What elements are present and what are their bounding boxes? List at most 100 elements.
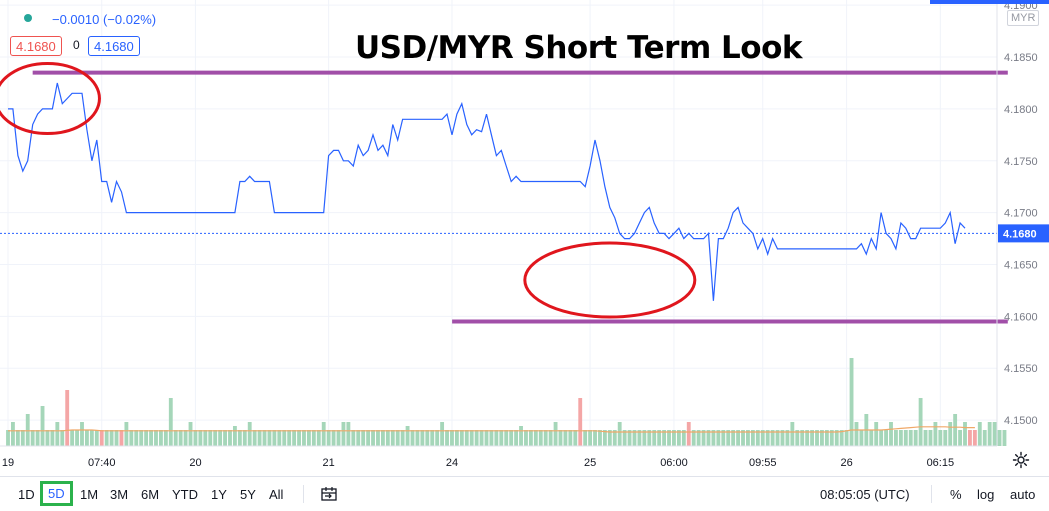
volume-bar bbox=[889, 422, 893, 446]
volume-bar bbox=[94, 430, 99, 446]
time-axis: 19 07:40 20 21 24 25 06:00 09:55 26 06:15 bbox=[2, 457, 954, 469]
volume-bar bbox=[676, 430, 681, 446]
percent-scale-toggle[interactable]: % bbox=[950, 487, 962, 502]
volume-bar bbox=[948, 422, 953, 446]
volume-bar bbox=[770, 430, 775, 446]
volume-bar bbox=[425, 430, 430, 446]
volume-bar bbox=[972, 430, 977, 446]
axis-currency-label[interactable]: MYR bbox=[1007, 10, 1040, 26]
ask-price-button[interactable]: 4.1680 bbox=[88, 36, 140, 56]
volume-bar bbox=[958, 430, 962, 446]
volume-bar bbox=[696, 430, 701, 446]
volume-bar bbox=[385, 430, 390, 446]
volume-bar bbox=[479, 430, 484, 446]
volume-bar bbox=[736, 430, 741, 446]
current-price-label: 4.1680 bbox=[998, 224, 1049, 243]
volume-bar bbox=[351, 430, 356, 446]
bottom-toolbar: 1D 5D 1M 3M 6M YTD 1Y 5Y All 08:05:05 (U… bbox=[0, 476, 1049, 511]
volume-bar bbox=[894, 430, 898, 446]
log-scale-toggle[interactable]: log bbox=[977, 487, 995, 502]
volume-bar bbox=[40, 406, 45, 446]
volume-bar bbox=[790, 422, 795, 446]
range-1y-button[interactable]: 1Y bbox=[211, 487, 227, 502]
volume-bar bbox=[459, 430, 464, 446]
volume-bar bbox=[977, 422, 982, 446]
highlight-circle bbox=[0, 62, 101, 136]
volume-bar bbox=[602, 430, 607, 446]
volume-bar bbox=[415, 430, 420, 446]
auto-scale-toggle[interactable]: auto bbox=[1010, 487, 1036, 502]
volume-bar bbox=[242, 430, 247, 446]
volume-bar bbox=[257, 430, 262, 446]
volume-bar bbox=[514, 430, 519, 446]
volume-bar bbox=[943, 430, 948, 446]
date-range-icon[interactable] bbox=[320, 486, 338, 502]
range-6m-button[interactable]: 6M bbox=[141, 487, 160, 502]
volume-bar bbox=[119, 430, 124, 446]
volume-bar bbox=[99, 430, 104, 446]
volume-bar bbox=[311, 430, 316, 446]
time-tick-label: 19 bbox=[2, 457, 14, 469]
volume-bar bbox=[420, 430, 425, 446]
volume-bar bbox=[874, 422, 879, 446]
time-tick-label: 24 bbox=[446, 457, 458, 469]
volume-bar bbox=[504, 430, 509, 446]
volume-bar bbox=[380, 430, 385, 446]
clock-timezone[interactable]: 08:05:05 (UTC) bbox=[820, 487, 910, 502]
bid-price-button[interactable]: 4.1680 bbox=[10, 36, 62, 56]
current-price-text: 4.1680 bbox=[1003, 228, 1037, 240]
price-tick-label: 4.1550 bbox=[1004, 363, 1038, 375]
range-3m-button[interactable]: 3M bbox=[110, 487, 129, 502]
volume-bar bbox=[578, 398, 583, 446]
range-ytd-button[interactable]: YTD bbox=[172, 487, 198, 502]
volume-bar bbox=[35, 430, 40, 446]
range-all-button[interactable]: All bbox=[269, 487, 284, 502]
volume-bar bbox=[731, 430, 736, 446]
current-price-badge bbox=[998, 224, 1049, 243]
range-1d-button[interactable]: 1D bbox=[18, 487, 35, 502]
volume-bar bbox=[20, 430, 25, 446]
volume-bar bbox=[104, 430, 109, 446]
volume-bar bbox=[371, 430, 375, 446]
time-tick-label: 26 bbox=[840, 457, 852, 469]
volume-bar bbox=[859, 430, 864, 446]
volume-bar bbox=[820, 430, 824, 446]
volume-bar bbox=[627, 430, 632, 446]
volume-bar bbox=[208, 430, 213, 446]
volume-bar bbox=[50, 430, 55, 446]
volume-bar bbox=[750, 430, 755, 446]
market-status-icon bbox=[24, 14, 32, 22]
volume-bar bbox=[331, 430, 336, 446]
range-5d-button[interactable]: 5D bbox=[40, 481, 73, 506]
volume-bar bbox=[938, 430, 943, 446]
volume-bar bbox=[282, 430, 287, 446]
volume-bar bbox=[563, 430, 568, 446]
volume-bar bbox=[884, 430, 888, 446]
volume-bar bbox=[435, 430, 440, 446]
gear-icon[interactable] bbox=[1012, 451, 1030, 469]
volume-bar bbox=[321, 422, 326, 446]
price-tick-label: 4.1800 bbox=[1004, 104, 1038, 116]
volume-bar bbox=[469, 430, 474, 446]
price-tick-label: 4.1600 bbox=[1004, 311, 1038, 323]
volume-bar bbox=[1002, 430, 1007, 446]
volume-bar bbox=[232, 426, 237, 446]
volume-bar bbox=[134, 430, 139, 446]
volume-bar bbox=[6, 430, 10, 446]
volume-bar bbox=[760, 430, 765, 446]
volume-bar bbox=[316, 430, 321, 446]
range-1m-button[interactable]: 1M bbox=[80, 487, 99, 502]
volume-bar bbox=[913, 430, 918, 446]
volume-moving-average bbox=[8, 426, 975, 433]
volume-bar bbox=[163, 430, 168, 446]
volume-bar bbox=[583, 430, 588, 446]
volume-bar bbox=[553, 422, 558, 446]
range-5y-button[interactable]: 5Y bbox=[240, 487, 256, 502]
volume-bar bbox=[75, 430, 79, 446]
volume-bar bbox=[524, 430, 528, 446]
volume-bar bbox=[992, 422, 997, 446]
price-chart[interactable]: 4.19004.18504.18004.17504.17004.16504.16… bbox=[0, 0, 1049, 476]
volume-bar bbox=[302, 430, 306, 446]
volume-bar bbox=[908, 430, 913, 446]
volume-bar bbox=[237, 430, 242, 446]
